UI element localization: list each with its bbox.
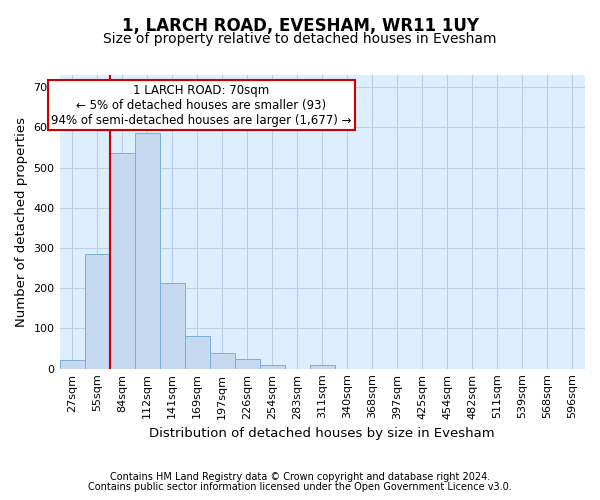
Bar	[235, 360, 260, 368]
Bar	[59, 360, 85, 368]
Bar	[209, 354, 235, 368]
Text: Contains HM Land Registry data © Crown copyright and database right 2024.: Contains HM Land Registry data © Crown c…	[110, 472, 490, 482]
Text: Contains public sector information licensed under the Open Government Licence v3: Contains public sector information licen…	[88, 482, 512, 492]
Bar	[185, 336, 209, 368]
Y-axis label: Number of detached properties: Number of detached properties	[15, 117, 28, 327]
Bar	[160, 284, 185, 368]
X-axis label: Distribution of detached houses by size in Evesham: Distribution of detached houses by size …	[149, 427, 495, 440]
Text: Size of property relative to detached houses in Evesham: Size of property relative to detached ho…	[103, 32, 497, 46]
Bar	[85, 254, 110, 368]
Bar	[134, 134, 160, 368]
Bar	[110, 154, 134, 368]
Text: 1 LARCH ROAD: 70sqm
← 5% of detached houses are smaller (93)
94% of semi-detache: 1 LARCH ROAD: 70sqm ← 5% of detached hou…	[51, 84, 352, 127]
Bar	[310, 366, 335, 368]
Text: 1, LARCH ROAD, EVESHAM, WR11 1UY: 1, LARCH ROAD, EVESHAM, WR11 1UY	[121, 18, 479, 36]
Bar	[260, 364, 285, 368]
